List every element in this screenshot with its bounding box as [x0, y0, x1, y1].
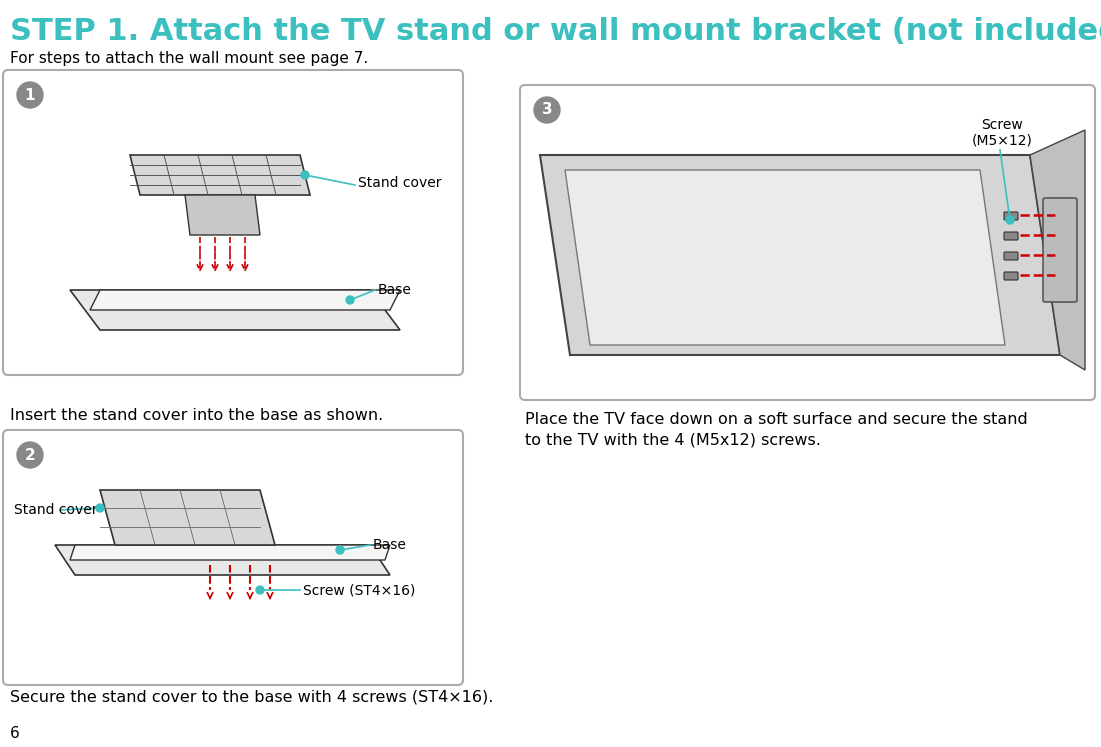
Text: Screw (ST4×16): Screw (ST4×16): [303, 583, 415, 597]
Polygon shape: [130, 155, 310, 195]
FancyBboxPatch shape: [1004, 272, 1018, 280]
Text: 6: 6: [10, 725, 20, 740]
Circle shape: [346, 296, 355, 304]
Text: to the TV with the 4 (M5x12) screws.: to the TV with the 4 (M5x12) screws.: [525, 433, 821, 447]
Circle shape: [17, 442, 43, 468]
Text: Stand cover: Stand cover: [358, 176, 442, 190]
FancyBboxPatch shape: [1004, 252, 1018, 260]
Circle shape: [301, 171, 309, 179]
Text: Stand cover: Stand cover: [14, 503, 98, 517]
FancyBboxPatch shape: [1004, 232, 1018, 240]
Polygon shape: [539, 155, 1060, 355]
Text: Base: Base: [373, 538, 407, 552]
Text: Screw
(M5×12): Screw (M5×12): [971, 118, 1033, 148]
Text: For steps to attach the wall mount see page 7.: For steps to attach the wall mount see p…: [10, 51, 368, 66]
Circle shape: [17, 82, 43, 108]
Polygon shape: [90, 290, 400, 310]
Polygon shape: [1031, 130, 1084, 370]
Text: Base: Base: [378, 283, 412, 297]
Polygon shape: [185, 195, 260, 235]
Circle shape: [257, 586, 264, 594]
FancyBboxPatch shape: [3, 430, 464, 685]
Polygon shape: [70, 290, 400, 330]
Polygon shape: [70, 545, 390, 560]
Text: Secure the stand cover to the base with 4 screws (ST4×16).: Secure the stand cover to the base with …: [10, 689, 493, 704]
FancyBboxPatch shape: [1043, 198, 1077, 302]
Circle shape: [1006, 216, 1014, 224]
Text: 2: 2: [24, 447, 35, 462]
FancyBboxPatch shape: [3, 70, 464, 375]
Polygon shape: [55, 545, 390, 575]
FancyBboxPatch shape: [1004, 212, 1018, 220]
Circle shape: [96, 504, 103, 512]
Text: STEP 1. Attach the TV stand or wall mount bracket (not included): STEP 1. Attach the TV stand or wall moun…: [10, 17, 1101, 46]
Text: Insert the stand cover into the base as shown.: Insert the stand cover into the base as …: [10, 408, 383, 423]
Polygon shape: [100, 490, 275, 545]
Circle shape: [336, 546, 344, 554]
Polygon shape: [565, 170, 1005, 345]
FancyBboxPatch shape: [520, 85, 1095, 400]
Text: 1: 1: [24, 87, 35, 102]
Circle shape: [534, 97, 560, 123]
Text: Place the TV face down on a soft surface and secure the stand: Place the TV face down on a soft surface…: [525, 412, 1027, 427]
Text: 3: 3: [542, 102, 553, 117]
